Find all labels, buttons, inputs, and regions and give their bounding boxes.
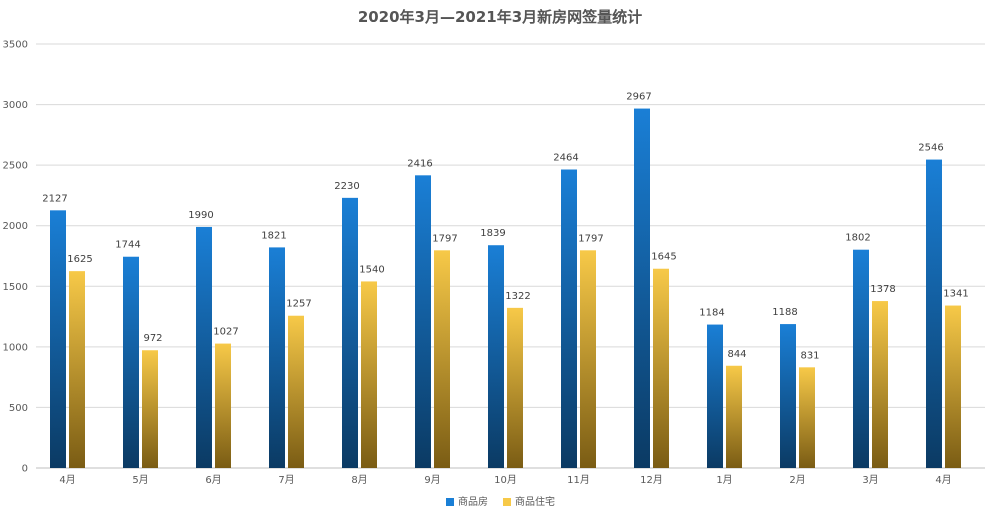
data-label: 1322 <box>505 291 530 302</box>
x-tick-label: 5月 <box>132 474 148 486</box>
y-tick-label: 500 <box>9 403 28 414</box>
x-tick-label: 2月 <box>789 474 805 486</box>
legend-label: 商品房 <box>458 495 488 508</box>
data-label: 1378 <box>870 284 895 295</box>
data-label: 2967 <box>626 92 651 103</box>
bar-residential-housing <box>215 343 231 468</box>
data-label: 972 <box>143 333 162 344</box>
legend-swatch <box>446 498 454 506</box>
data-label: 1540 <box>359 264 384 275</box>
bar-commercial-housing <box>707 324 723 468</box>
bar-residential-housing <box>361 281 377 468</box>
data-labels: 2127 1625 1744 972 1990 1027 1821 1257 2230 1540 2… <box>42 92 968 362</box>
data-label: 2416 <box>407 158 432 169</box>
data-label: 1744 <box>115 240 140 251</box>
data-label: 831 <box>800 350 819 361</box>
data-label: 1802 <box>845 233 870 244</box>
data-label: 2127 <box>42 193 67 204</box>
data-label: 1645 <box>651 252 676 263</box>
bar-residential-housing <box>288 315 304 468</box>
x-tick-label: 9月 <box>424 474 440 486</box>
data-label: 1257 <box>286 299 311 310</box>
x-tick-label: 4月 <box>59 474 75 486</box>
data-label: 1188 <box>772 307 797 318</box>
data-label: 2230 <box>334 181 359 192</box>
bar-residential-housing <box>726 365 742 468</box>
bar-commercial-housing <box>561 169 577 468</box>
data-label: 2546 <box>918 143 943 154</box>
x-axis-ticks: 4月 5月 6月 7月 8月 9月 10月 11月 12月 1月 2月 3月 4月 <box>59 474 951 486</box>
chart-title: 2020年3月—2021年3月新房网签量统计 <box>358 8 642 26</box>
bar-residential-housing <box>653 268 669 468</box>
y-axis-ticks: 0 500 1000 1500 2000 2500 3000 3500 <box>3 40 28 475</box>
x-tick-label: 4月 <box>935 474 951 486</box>
bar-commercial-housing <box>853 249 869 468</box>
bars <box>50 108 961 469</box>
bar-commercial-housing <box>342 197 358 468</box>
x-tick-label: 8月 <box>351 474 367 486</box>
data-label: 1797 <box>432 233 457 244</box>
bar-commercial-housing <box>269 247 285 468</box>
y-tick-label: 2500 <box>3 161 28 172</box>
bar-residential-housing <box>142 350 158 468</box>
x-tick-label: 11月 <box>567 474 590 486</box>
bar-residential-housing <box>799 367 815 468</box>
bar-commercial-housing <box>123 256 139 468</box>
data-label: 1027 <box>213 327 238 338</box>
legend-swatch <box>503 498 511 506</box>
legend: 商品房 商品住宅 <box>446 495 555 508</box>
x-tick-label: 10月 <box>494 474 517 486</box>
bar-commercial-housing <box>50 210 66 468</box>
bar-residential-housing <box>507 307 523 468</box>
y-tick-label: 0 <box>22 464 28 475</box>
bar-residential-housing <box>69 271 85 468</box>
data-label: 1184 <box>699 308 724 319</box>
y-tick-label: 3000 <box>3 100 28 111</box>
bar-commercial-housing <box>488 245 504 468</box>
y-tick-label: 1000 <box>3 342 28 353</box>
bar-residential-housing <box>580 250 596 468</box>
y-tick-label: 2000 <box>3 221 28 232</box>
bar-commercial-housing <box>634 108 650 468</box>
data-label: 1990 <box>188 210 213 221</box>
data-label: 1341 <box>943 289 968 300</box>
data-label: 1839 <box>480 228 505 239</box>
data-label: 1797 <box>578 233 603 244</box>
bar-residential-housing <box>434 250 450 468</box>
bar-commercial-housing <box>926 159 942 468</box>
bar-residential-housing <box>872 301 888 468</box>
data-label: 844 <box>727 349 746 360</box>
data-label: 1821 <box>261 230 286 241</box>
x-tick-label: 12月 <box>640 474 663 486</box>
data-label: 2464 <box>553 153 578 164</box>
bar-commercial-housing <box>196 226 212 468</box>
y-tick-label: 1500 <box>3 282 28 293</box>
x-tick-label: 3月 <box>862 474 878 486</box>
x-tick-label: 7月 <box>278 474 294 486</box>
y-tick-label: 3500 <box>3 40 28 51</box>
bar-commercial-housing <box>415 175 431 469</box>
x-tick-label: 6月 <box>205 474 221 486</box>
legend-label: 商品住宅 <box>515 495 555 508</box>
data-label: 1625 <box>67 254 92 265</box>
bar-residential-housing <box>945 305 961 468</box>
bar-commercial-housing <box>780 324 796 468</box>
x-tick-label: 1月 <box>716 474 732 486</box>
